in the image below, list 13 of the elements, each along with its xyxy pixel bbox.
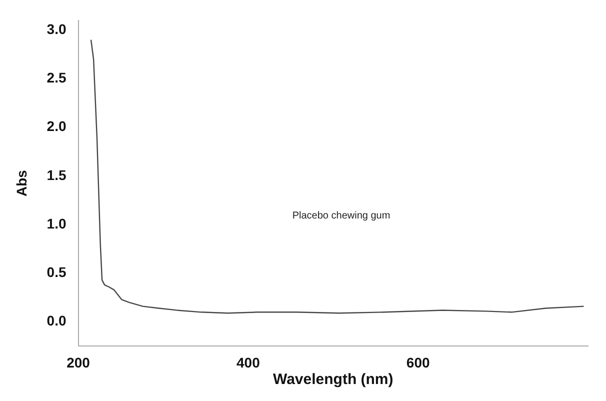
x-tick-label: 400 — [236, 354, 260, 370]
y-tick-label: 2.0 — [46, 118, 66, 134]
y-tick-label: 2.5 — [46, 70, 66, 86]
annotation: Placebo chewing gum — [292, 210, 390, 222]
x-axis-title: Wavelength (nm) — [272, 371, 394, 388]
x-tick-label: 600 — [406, 354, 430, 370]
x-tick-label: 200 — [66, 354, 90, 370]
y-tick-label: 1.5 — [46, 166, 66, 183]
y-tick-label: 0.0 — [46, 312, 66, 329]
y-axis-title: Abs — [13, 170, 30, 197]
y-tick-label: 1.0 — [46, 215, 66, 232]
y-tick-label: 3.0 — [46, 20, 66, 37]
y-tick-label: 0.5 — [46, 264, 66, 280]
